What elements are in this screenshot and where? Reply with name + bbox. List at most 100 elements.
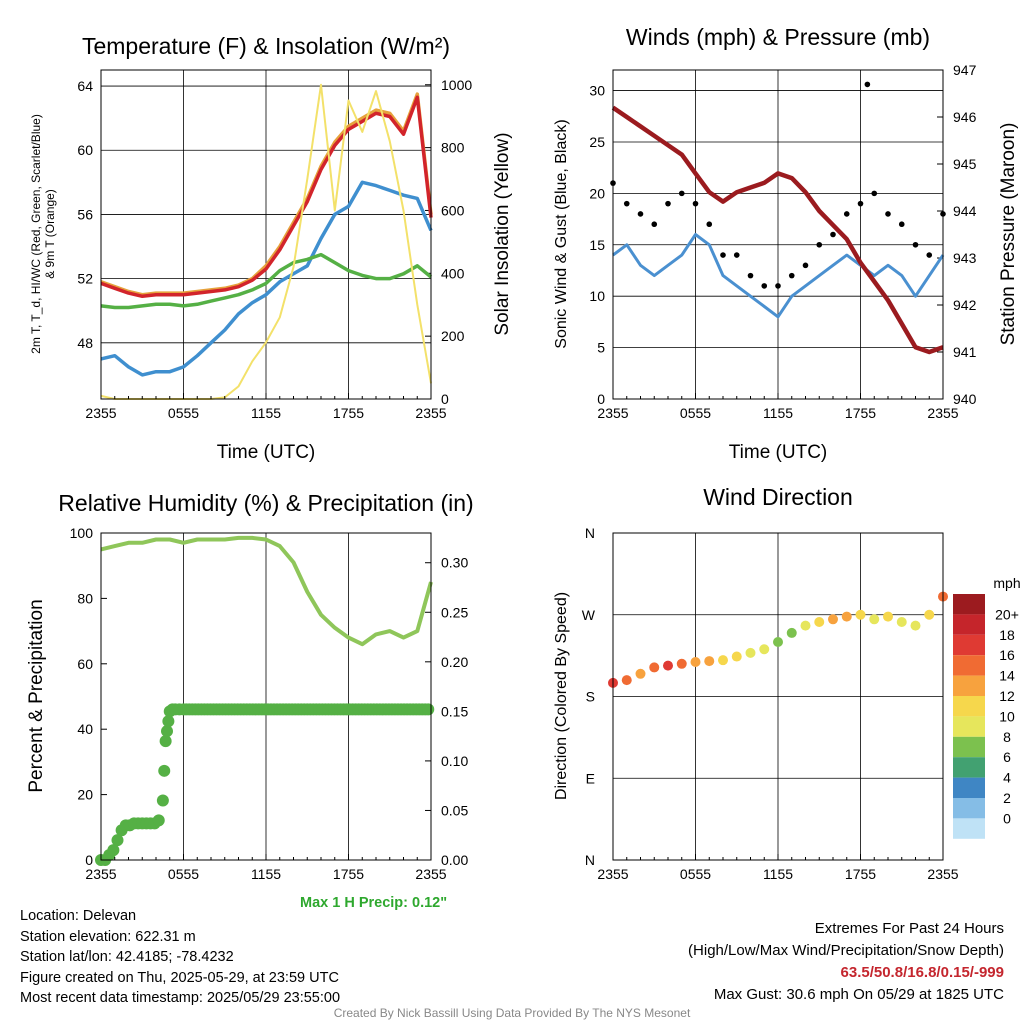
precip-point — [422, 703, 435, 716]
legend-swatch — [953, 655, 985, 676]
direction-point — [828, 614, 838, 625]
precip-point — [111, 834, 124, 847]
y-tick-label: S — [586, 689, 595, 705]
direction-point — [759, 644, 770, 655]
legend-swatch — [953, 696, 985, 717]
legend-swatch — [953, 757, 985, 778]
y-tick-label: 48 — [77, 335, 93, 351]
legend-swatch — [953, 818, 985, 839]
y-tick-label: 15 — [589, 237, 605, 253]
precip-point — [161, 725, 173, 738]
y-tick-label: 64 — [77, 78, 93, 94]
y2-tick-label: 200 — [441, 328, 465, 344]
credit-line: Created By Nick Bassill Using Data Provi… — [333, 1006, 691, 1020]
y2-tick-label: 941 — [953, 344, 977, 360]
gust-point — [898, 221, 905, 228]
legend-swatch — [953, 594, 985, 615]
direction-point — [896, 617, 907, 628]
station-info: Location: Delevan Station elevation: 622… — [20, 906, 340, 1009]
gust-point — [692, 200, 699, 207]
legend-swatch — [953, 634, 985, 656]
direction-point — [883, 611, 893, 622]
gust-point — [830, 231, 836, 238]
dir-y-axis-label: Direction (Colored By Speed) — [553, 592, 570, 800]
x-tick-label: 1155 — [763, 866, 793, 882]
x-tick-label: 1155 — [251, 866, 281, 882]
legend-label: 6 — [1003, 749, 1011, 765]
y-tick-label: 80 — [77, 590, 93, 606]
series-dewpoint-green — [100, 252, 433, 310]
direction-point — [910, 620, 921, 631]
legend-swatch — [953, 675, 985, 696]
y2-tick-label: 944 — [953, 203, 977, 219]
direction-point — [814, 617, 825, 628]
precip-point — [162, 715, 175, 728]
extremes-subtitle: (High/Low/Max Wind/Precipitation/Snow De… — [688, 942, 1004, 959]
series-wind-speed — [612, 233, 945, 319]
direction-point — [855, 609, 866, 620]
y2-tick-label: 0.05 — [441, 802, 468, 818]
gust-point — [843, 211, 850, 217]
direction-point — [635, 668, 646, 679]
x-tick-label: 0555 — [168, 866, 199, 882]
y2-tick-label: 946 — [953, 109, 977, 125]
x-tick-label: 1155 — [763, 405, 793, 421]
y-tick-label: 25 — [589, 134, 605, 150]
station-location: Location: Delevan — [20, 908, 137, 924]
legend-label: 2 — [1003, 790, 1011, 806]
direction-point — [649, 662, 660, 673]
x-tick-label: 1155 — [251, 405, 281, 421]
legend-swatch — [953, 716, 985, 737]
max-precip-note: Max 1 H Precip: 0.12" — [300, 895, 448, 911]
x-tick-label: 1755 — [845, 405, 876, 421]
y2-tick-label: 940 — [953, 391, 977, 407]
gust-point — [802, 262, 809, 269]
legend-label: 0 — [1003, 810, 1011, 826]
y-tick-label: E — [586, 770, 595, 786]
legend-swatch — [953, 614, 985, 635]
x-tick-label: 1755 — [333, 866, 364, 882]
y-tick-label: 56 — [77, 206, 93, 222]
y-tick-label: N — [585, 525, 595, 541]
y-tick-label: 40 — [77, 721, 93, 737]
gust-point — [747, 272, 754, 279]
temp-x-axis-label: Time (UTC) — [217, 442, 316, 463]
gust-point — [885, 211, 891, 217]
y2-tick-label: 1000 — [441, 77, 472, 93]
y-tick-label: 60 — [77, 656, 93, 672]
y2-tick-label: 800 — [441, 140, 465, 156]
y2-tick-label: 0 — [441, 391, 449, 407]
direction-point — [731, 651, 742, 662]
legend-title: mph — [993, 575, 1020, 591]
extremes-block: Extremes For Past 24 Hours (High/Low/Max… — [688, 918, 1004, 1006]
x-tick-label: 0555 — [680, 405, 711, 421]
direction-point — [869, 614, 880, 625]
y2-tick-label: 942 — [953, 297, 977, 313]
y-tick-label: 60 — [77, 142, 93, 158]
legend-swatch — [953, 777, 985, 798]
y-tick-label: 5 — [597, 340, 605, 356]
legend-swatch — [953, 798, 985, 819]
x-tick-label: 1755 — [845, 866, 876, 882]
direction-point — [841, 611, 852, 622]
rh-chart-title: Relative Humidity (%) & Precipitation (i… — [58, 490, 473, 516]
gust-point — [788, 272, 795, 279]
series-pressure — [611, 105, 944, 355]
figure-created: Figure created on Thu, 2025-05-29, at 23… — [20, 969, 339, 986]
gust-point — [871, 190, 878, 197]
max-gust-point — [864, 81, 871, 88]
legend-label: 4 — [1003, 770, 1011, 786]
x-tick-label: 2355 — [927, 405, 958, 421]
x-tick-label: 2355 — [85, 405, 116, 421]
wind-y2-axis-label: Station Pressure (Maroon) — [998, 123, 1019, 346]
y2-tick-label: 0.20 — [441, 654, 468, 670]
precip-point — [158, 764, 171, 777]
x-tick-label: 2355 — [597, 866, 628, 882]
extremes-title: Extremes For Past 24 Hours — [814, 920, 1004, 937]
station-latlon: Station lat/lon: 42.4185; -78.4232 — [20, 949, 234, 965]
gust-point — [912, 241, 919, 248]
temp-y2-axis-label: Solar Insolation (Yellow) — [492, 132, 513, 335]
direction-point — [924, 609, 935, 620]
legend-label: 18 — [999, 627, 1015, 643]
station-elevation: Station elevation: 622.31 m — [20, 928, 196, 945]
